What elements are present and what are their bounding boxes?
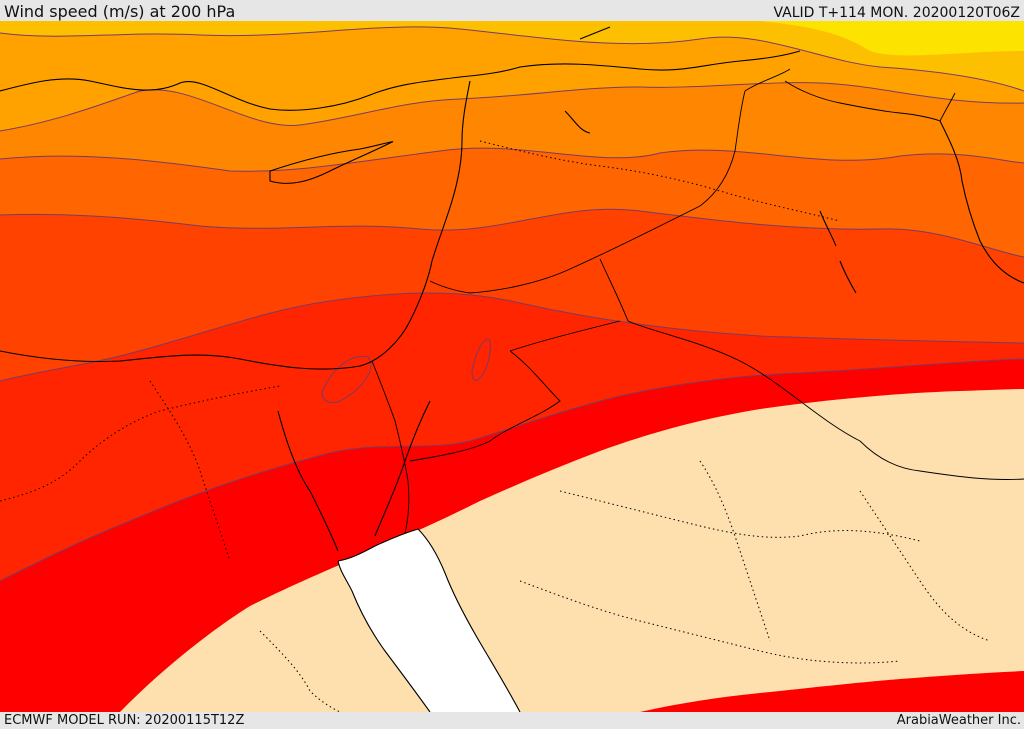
- province-border: [859, 490, 991, 642]
- contour-line: [0, 358, 1024, 582]
- coastline: [939, 120, 1024, 284]
- coastline: [374, 400, 431, 537]
- contour-line: [0, 82, 1024, 132]
- credit-label: ArabiaWeather Inc.: [896, 713, 1021, 728]
- coastline: [564, 26, 611, 134]
- coastline: [0, 50, 801, 111]
- country-border: [784, 80, 956, 122]
- coastline: [277, 410, 339, 552]
- country-border: [599, 258, 1024, 480]
- contour-line: [0, 292, 1024, 382]
- map-canvas: [0, 21, 1024, 712]
- province-border: [559, 490, 921, 542]
- country-border: [409, 320, 621, 462]
- province-border: [479, 140, 841, 222]
- footer-bar: ECMWF MODEL RUN: 20200115T12Z ArabiaWeat…: [0, 712, 1024, 729]
- coastline: [819, 210, 857, 294]
- coastline: [0, 80, 471, 370]
- coastline: [337, 560, 431, 712]
- model-run-label: ECMWF MODEL RUN: 20200115T12Z: [4, 713, 245, 728]
- contour-line: [0, 147, 1024, 172]
- coastline: [337, 528, 521, 712]
- coastline: [269, 141, 393, 184]
- contour-line: [0, 208, 1024, 258]
- header-bar: Wind speed (m/s) at 200 hPa VALID T+114 …: [0, 0, 1024, 21]
- contour-line: [0, 26, 1024, 92]
- country-border: [429, 68, 791, 294]
- contour-line: [471, 338, 491, 382]
- country-border: [371, 360, 410, 534]
- map-title: Wind speed (m/s) at 200 hPa: [4, 2, 236, 21]
- wind-speed-map[interactable]: [0, 21, 1024, 712]
- valid-time-label: VALID T+114 MON. 20200120T06Z: [773, 5, 1020, 21]
- province-border: [259, 630, 341, 712]
- calm-wind-area: [120, 389, 1024, 712]
- province-border: [519, 580, 901, 664]
- contour-line: [321, 355, 372, 404]
- red-sea-mask: [338, 529, 520, 712]
